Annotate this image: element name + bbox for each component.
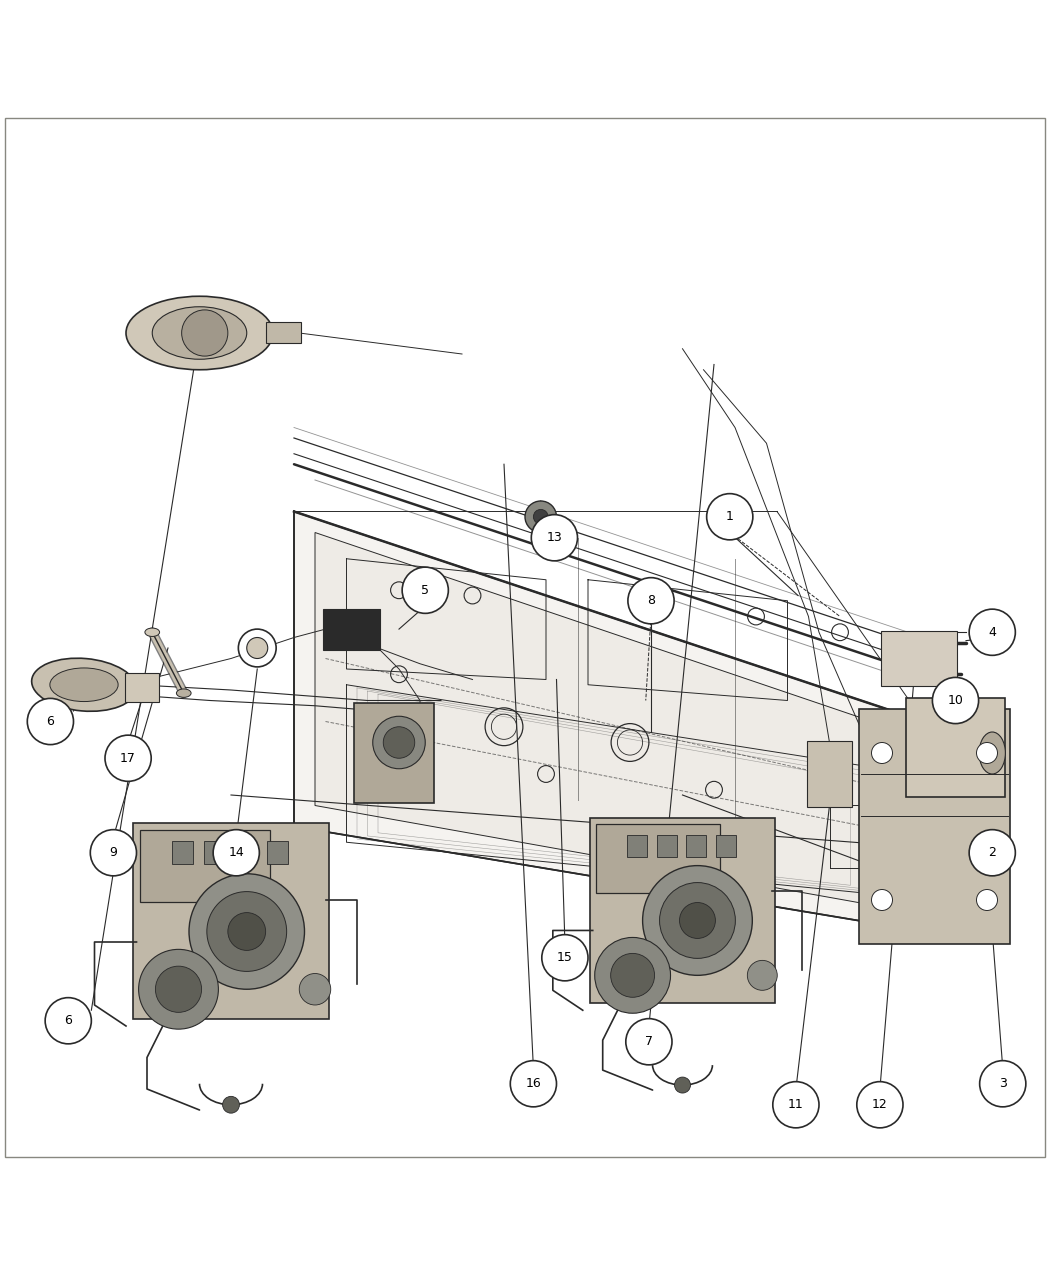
Ellipse shape bbox=[50, 668, 118, 701]
Text: 3: 3 bbox=[999, 1077, 1007, 1090]
Circle shape bbox=[139, 950, 218, 1029]
Text: 5: 5 bbox=[421, 584, 429, 597]
Text: 15: 15 bbox=[556, 951, 573, 964]
Text: 4: 4 bbox=[988, 626, 996, 639]
Text: 1: 1 bbox=[726, 510, 734, 523]
Circle shape bbox=[857, 1081, 903, 1128]
Circle shape bbox=[533, 510, 548, 524]
Text: 11: 11 bbox=[788, 1098, 804, 1112]
Circle shape bbox=[155, 966, 202, 1012]
Circle shape bbox=[932, 677, 979, 724]
Ellipse shape bbox=[979, 732, 1006, 774]
Text: 12: 12 bbox=[872, 1098, 888, 1112]
Text: 8: 8 bbox=[647, 594, 655, 607]
Circle shape bbox=[105, 736, 151, 782]
Circle shape bbox=[872, 742, 892, 764]
Circle shape bbox=[213, 830, 259, 876]
Circle shape bbox=[207, 891, 287, 972]
Circle shape bbox=[674, 1077, 691, 1093]
Circle shape bbox=[223, 1096, 239, 1113]
Circle shape bbox=[872, 890, 892, 910]
FancyBboxPatch shape bbox=[266, 323, 301, 343]
Circle shape bbox=[659, 882, 735, 959]
FancyBboxPatch shape bbox=[687, 835, 707, 857]
Circle shape bbox=[611, 954, 654, 997]
Circle shape bbox=[373, 717, 425, 769]
FancyBboxPatch shape bbox=[859, 709, 1010, 944]
Circle shape bbox=[189, 873, 304, 989]
Text: 17: 17 bbox=[120, 752, 136, 765]
Text: 10: 10 bbox=[947, 694, 964, 708]
Circle shape bbox=[980, 1061, 1026, 1107]
Text: 14: 14 bbox=[229, 847, 244, 859]
Circle shape bbox=[976, 890, 997, 910]
FancyBboxPatch shape bbox=[906, 699, 1005, 797]
Circle shape bbox=[247, 638, 268, 658]
Circle shape bbox=[299, 974, 331, 1005]
FancyBboxPatch shape bbox=[140, 830, 270, 903]
Circle shape bbox=[707, 493, 753, 539]
Circle shape bbox=[542, 935, 588, 980]
Text: 6: 6 bbox=[46, 715, 55, 728]
FancyBboxPatch shape bbox=[204, 842, 225, 864]
Circle shape bbox=[969, 830, 1015, 876]
FancyBboxPatch shape bbox=[354, 703, 434, 803]
Text: 6: 6 bbox=[64, 1014, 72, 1028]
FancyBboxPatch shape bbox=[807, 742, 852, 807]
Text: 7: 7 bbox=[645, 1035, 653, 1048]
Text: 13: 13 bbox=[546, 532, 563, 544]
Circle shape bbox=[531, 515, 578, 561]
FancyBboxPatch shape bbox=[125, 673, 159, 701]
FancyBboxPatch shape bbox=[627, 835, 647, 857]
Text: 16: 16 bbox=[525, 1077, 542, 1090]
FancyBboxPatch shape bbox=[595, 824, 719, 892]
Text: 9: 9 bbox=[109, 847, 118, 859]
Circle shape bbox=[228, 913, 266, 950]
Circle shape bbox=[182, 310, 228, 356]
FancyBboxPatch shape bbox=[323, 609, 380, 650]
Circle shape bbox=[525, 501, 556, 533]
Ellipse shape bbox=[126, 296, 273, 370]
Circle shape bbox=[976, 742, 997, 764]
Polygon shape bbox=[294, 511, 924, 932]
Circle shape bbox=[626, 1019, 672, 1065]
FancyBboxPatch shape bbox=[590, 817, 775, 1003]
FancyBboxPatch shape bbox=[881, 631, 957, 686]
Circle shape bbox=[402, 567, 448, 613]
Circle shape bbox=[679, 903, 715, 938]
Ellipse shape bbox=[32, 658, 136, 711]
Circle shape bbox=[90, 830, 136, 876]
Circle shape bbox=[383, 727, 415, 759]
FancyBboxPatch shape bbox=[172, 842, 193, 864]
Polygon shape bbox=[315, 533, 903, 910]
FancyBboxPatch shape bbox=[716, 835, 736, 857]
Circle shape bbox=[643, 866, 752, 975]
Circle shape bbox=[510, 1061, 556, 1107]
Circle shape bbox=[27, 699, 74, 745]
Circle shape bbox=[969, 609, 1015, 655]
Ellipse shape bbox=[176, 688, 191, 697]
Circle shape bbox=[748, 960, 777, 991]
Circle shape bbox=[628, 578, 674, 623]
Text: 2: 2 bbox=[988, 847, 996, 859]
Ellipse shape bbox=[152, 307, 247, 360]
FancyBboxPatch shape bbox=[133, 824, 329, 1019]
Circle shape bbox=[45, 997, 91, 1044]
Ellipse shape bbox=[145, 629, 160, 636]
FancyBboxPatch shape bbox=[235, 842, 256, 864]
FancyBboxPatch shape bbox=[656, 835, 676, 857]
Circle shape bbox=[773, 1081, 819, 1128]
Circle shape bbox=[594, 937, 671, 1014]
FancyBboxPatch shape bbox=[267, 842, 288, 864]
Circle shape bbox=[238, 629, 276, 667]
